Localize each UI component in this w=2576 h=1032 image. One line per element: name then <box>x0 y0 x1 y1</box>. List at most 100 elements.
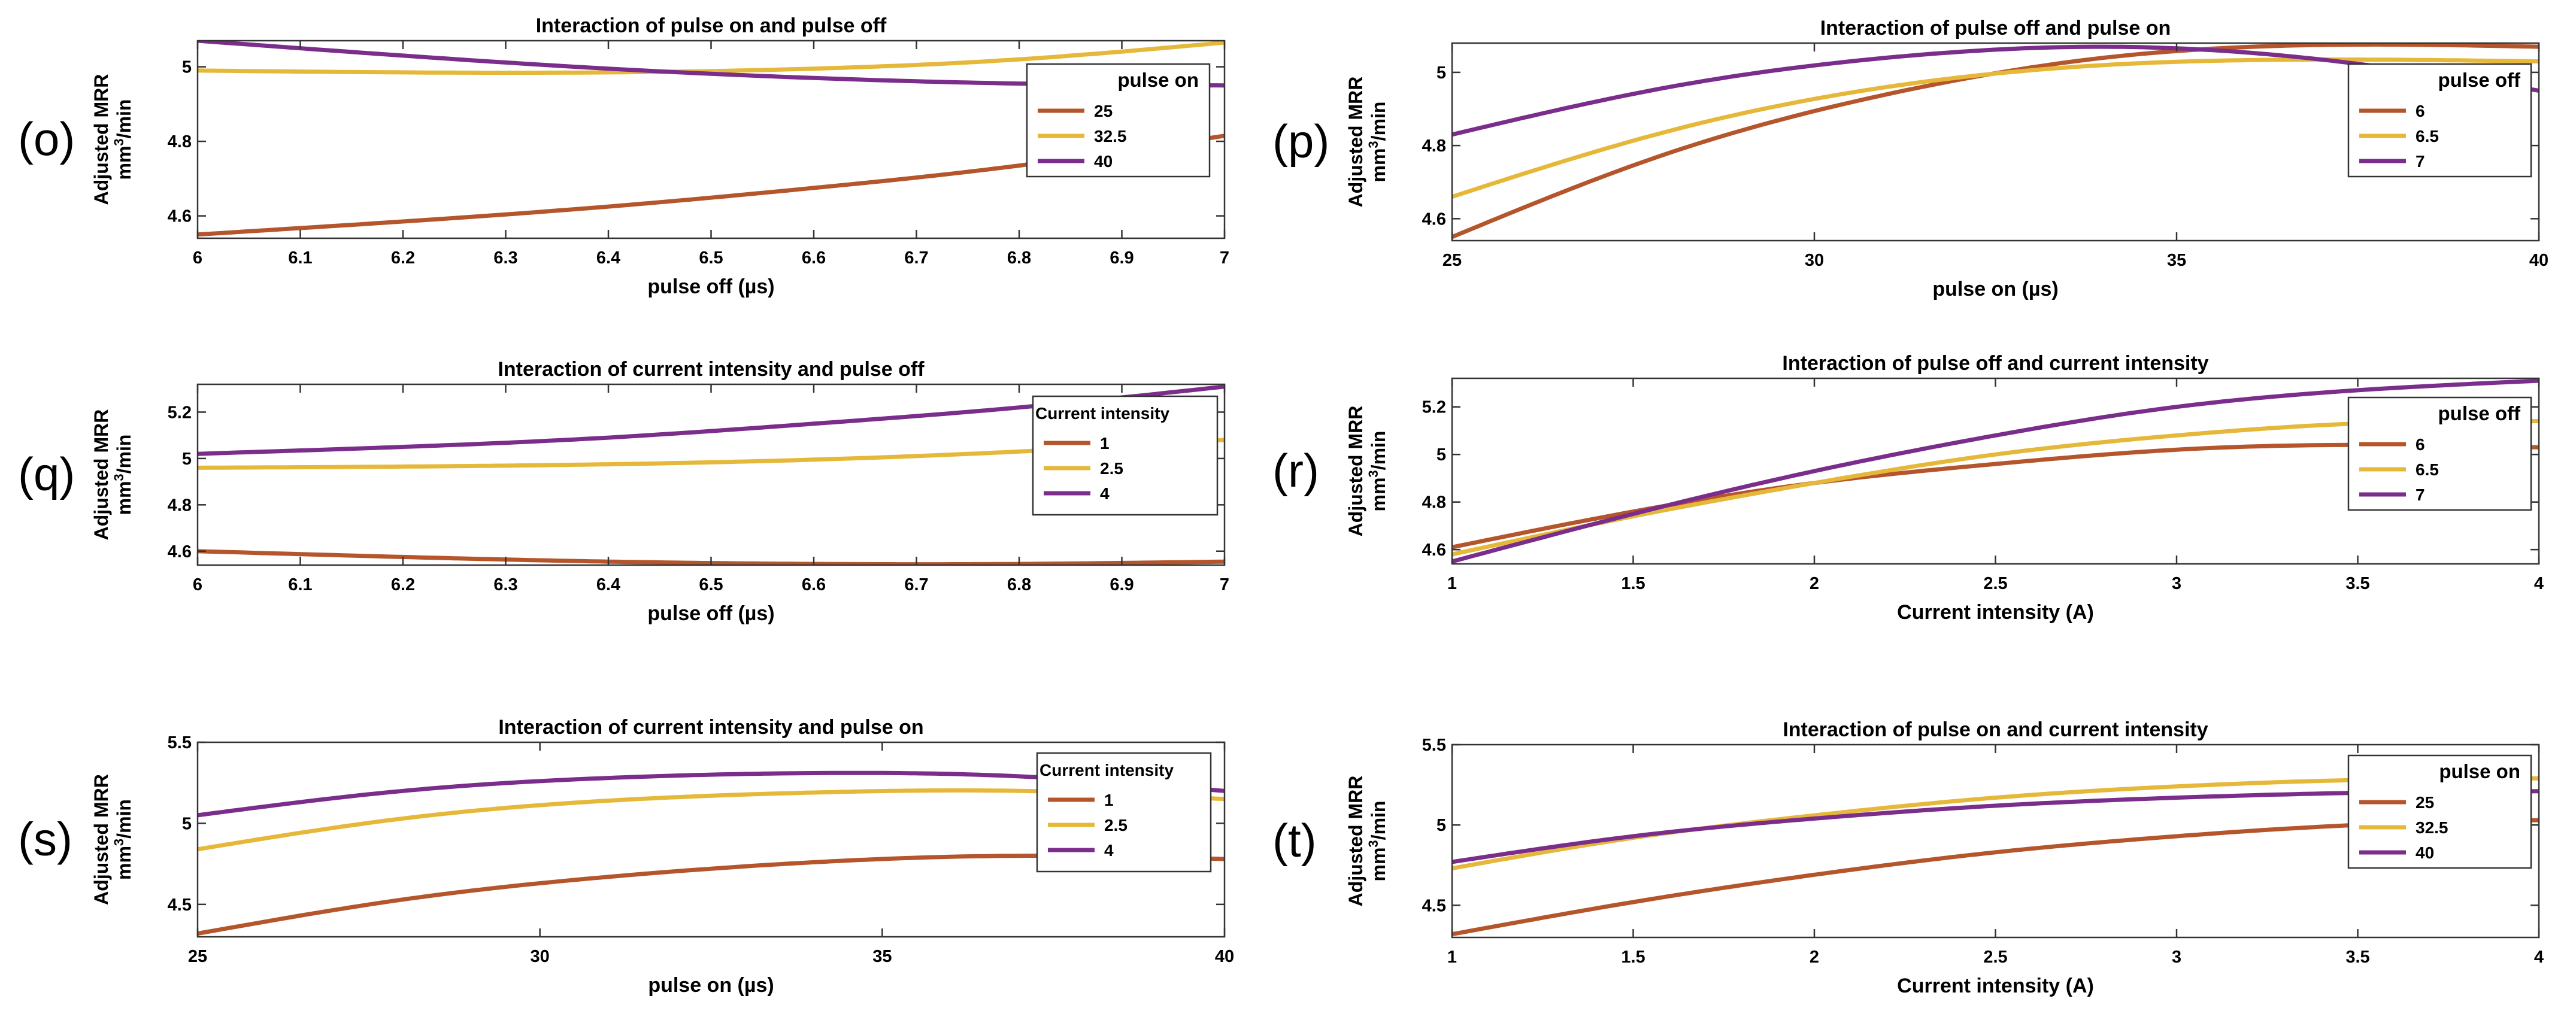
x-tick-label: 3.5 <box>2345 574 2369 593</box>
legend-title: pulse off <box>2438 69 2522 91</box>
chart-t: 1 1.5 2 2.5 3 3.5 4 4.5 5 5.5 Interaction of pulse… <box>1272 718 2544 997</box>
legend-box <box>2347 63 2532 178</box>
y-axis-unit: mm3/min <box>1366 801 1389 882</box>
legend-entry-label: 6.5 <box>2416 127 2439 145</box>
x-axis-label: pulse off (µs) <box>647 275 774 298</box>
y-axis-label: Adjusted MRR <box>90 774 112 905</box>
x-tick-label: 2.5 <box>1983 574 2007 593</box>
x-axis-label: Current intensity (A) <box>1897 975 2094 997</box>
x-tick-label: 6 <box>193 575 202 594</box>
legend-entry-label: 25 <box>2416 793 2434 812</box>
x-tick-label: 6.1 <box>288 575 312 594</box>
y-axis-unit: mm3/min <box>1366 102 1389 183</box>
y-tick-label: 4.8 <box>1422 493 1446 512</box>
y-axis-unit: mm3/min <box>1366 431 1389 512</box>
y-tick-label: 4.5 <box>168 896 192 915</box>
chart-s: 25 30 35 40 4.5 5 5.5 Interaction of current in… <box>18 716 1234 997</box>
chart-title: Interaction of current intensity and pul… <box>498 358 925 381</box>
legend: Current intensity 1 2.5 4 <box>1032 395 1219 516</box>
y-tick-label: 4.6 <box>168 542 192 561</box>
y-tick-label: 5 <box>1437 63 1446 83</box>
panel-label: (s) <box>18 813 72 866</box>
legend-entry-label: 7 <box>2416 152 2425 171</box>
chart-title: Interaction of pulse off and current int… <box>1782 352 2208 375</box>
legend-entry-label: 2.5 <box>1100 459 1123 478</box>
series-line-7 <box>1452 378 2539 564</box>
x-tick-label: 40 <box>2529 251 2548 270</box>
x-tick-label: 25 <box>1442 251 1462 270</box>
legend-title: pulse on <box>1117 69 1199 91</box>
x-tick-label: 6.3 <box>493 248 517 268</box>
x-tick-label: 3.5 <box>2345 948 2369 967</box>
y-axis-label: Adjusted MRR <box>1345 77 1366 208</box>
y-tick-label: 5.2 <box>168 403 192 422</box>
legend-title: pulse on <box>2439 760 2520 782</box>
x-tick-label: 6.5 <box>699 248 723 268</box>
legend-entry-label: 40 <box>2416 843 2434 862</box>
legend-entry-label: 32.5 <box>2416 818 2448 837</box>
panel-label: (p) <box>1272 115 1329 168</box>
x-tick-label: 3 <box>2172 574 2181 593</box>
x-tick-label: 6.9 <box>1110 575 1134 594</box>
panel-label: (q) <box>18 448 75 500</box>
legend-entry-label: 25 <box>1094 102 1113 120</box>
x-tick-label: 1.5 <box>1621 948 1645 967</box>
series-line-32.5 <box>198 41 1225 75</box>
y-tick-label: 4.6 <box>1422 541 1446 560</box>
y-axis-unit: mm3/min <box>111 799 135 880</box>
legend-entry-label: 6 <box>2416 435 2425 454</box>
x-tick-label: 40 <box>1215 947 1234 966</box>
panel-label: (o) <box>18 113 75 165</box>
x-tick-label: 6.8 <box>1007 575 1031 594</box>
legend-entry-label: 6.5 <box>2416 460 2439 479</box>
x-tick-label: 6.7 <box>904 248 928 268</box>
chart-p: 25 30 35 40 4.6 4.8 5 Interaction of pulse off … <box>1272 17 2548 301</box>
x-tick-label: 25 <box>188 947 207 966</box>
y-tick-label: 4.8 <box>168 496 192 515</box>
legend-title: Current intensity <box>1040 761 1174 779</box>
chart-o: 6 6.1 6.2 6.3 6.4 6.5 6.6 6.7 6.8 6.9 7 4.6 4.8 5 Inte… <box>18 14 1229 298</box>
legend-entry-label: 7 <box>2416 485 2425 504</box>
x-tick-label: 4 <box>2534 948 2544 967</box>
chart-title: Interaction of current intensity and pul… <box>498 716 923 739</box>
y-axis-unit: mm3/min <box>111 99 135 180</box>
x-tick-label: 7 <box>1220 248 1229 268</box>
x-tick-label: 35 <box>872 947 892 966</box>
y-tick-label: 4.8 <box>168 132 192 151</box>
y-tick-label: 5 <box>182 814 192 833</box>
x-tick-label: 6.4 <box>596 575 620 594</box>
legend-entry-label: 6 <box>2416 102 2425 120</box>
legend-box <box>1026 63 1211 178</box>
x-tick-label: 1.5 <box>1621 574 1645 593</box>
legend: pulse on 25 32.5 40 <box>2347 754 2532 869</box>
legend-entry-label: 1 <box>1104 791 1114 809</box>
x-tick-label: 6.5 <box>699 575 723 594</box>
legend-entry-label: 1 <box>1100 434 1110 453</box>
x-tick-label: 6.6 <box>802 248 826 268</box>
x-tick-label: 2.5 <box>1983 948 2007 967</box>
chart-title: Interaction of pulse off and pulse on <box>1820 17 2171 40</box>
x-axis-label: pulse off (µs) <box>647 602 774 625</box>
x-tick-label: 2 <box>1810 948 1819 967</box>
chart-q: 6 6.1 6.2 6.3 6.4 6.5 6.6 6.7 6.8 6.9 7 4.6 4.8 5 5.2 I… <box>18 358 1229 625</box>
y-tick-label: 5.5 <box>168 733 192 752</box>
y-tick-label: 5 <box>182 450 192 469</box>
legend-entry-label: 2.5 <box>1104 816 1128 834</box>
y-tick-label: 4.5 <box>1422 896 1446 915</box>
x-tick-label: 6.2 <box>391 575 415 594</box>
x-tick-label: 3 <box>2172 948 2181 967</box>
x-tick-label: 30 <box>1805 251 1824 270</box>
axes-box <box>196 741 1226 938</box>
x-tick-label: 6.8 <box>1007 248 1031 268</box>
x-tick-label: 6.6 <box>802 575 826 594</box>
x-tick-label: 7 <box>1220 575 1229 594</box>
legend: Current intensity 1 2.5 4 <box>1036 752 1212 873</box>
legend-entry-label: 32.5 <box>1094 127 1127 145</box>
series-line-6.5 <box>1452 57 2539 199</box>
y-tick-label: 5.5 <box>1422 736 1446 755</box>
x-tick-label: 6.4 <box>596 248 620 268</box>
x-axis-label: pulse on (µs) <box>648 974 774 997</box>
legend-entry-label: 40 <box>1094 152 1113 171</box>
